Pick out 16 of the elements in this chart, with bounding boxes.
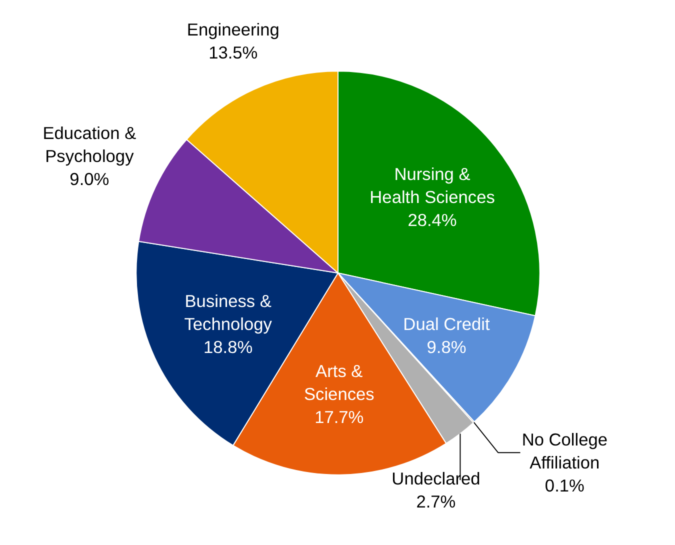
slice-label: Undeclared [392,468,480,489]
data-label: 18.8% [204,336,253,357]
data-label: 28.4% [408,210,457,230]
data-label: 13.5% [208,42,258,62]
data-label: 0.1% [544,476,584,496]
slice-label: Engineering [186,19,280,40]
slice-label: No College Affiliation [522,430,608,473]
slice-label: Education & Psychology [42,123,137,166]
slice-label: Business & Technology [184,290,272,334]
slice-label: Dual Credit [403,314,490,334]
data-label: 17.7% [314,407,364,428]
data-label: 2.7% [416,492,456,512]
slice-label: Nursing & Health Sciences [370,164,496,207]
data-label: 9.8% [426,336,466,357]
slice-label: Arts & Sciences [304,361,375,404]
data-label: 9.0% [70,169,110,190]
